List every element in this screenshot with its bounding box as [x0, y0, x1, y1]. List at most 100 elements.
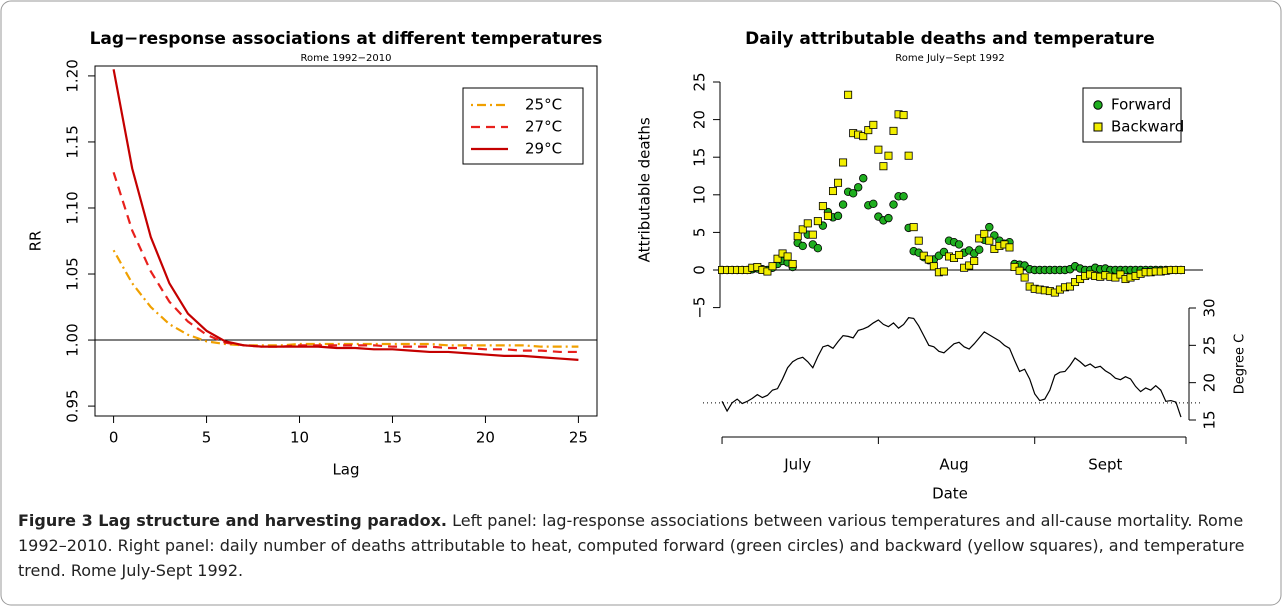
point: [859, 174, 868, 183]
point: [874, 145, 883, 154]
x-tick-label: July: [783, 456, 811, 474]
point: [828, 187, 837, 196]
y-tick-label: 1.00: [64, 323, 82, 356]
point: [955, 250, 964, 259]
legend-swatch: [1093, 122, 1103, 132]
y-tick-label: 0.95: [64, 389, 82, 422]
point: [929, 262, 938, 271]
y-tick-label: 15: [691, 148, 709, 167]
point: [1020, 273, 1029, 282]
point: [854, 183, 863, 192]
x-tick-label: Aug: [939, 456, 968, 474]
point: [1015, 266, 1024, 275]
point: [899, 111, 908, 120]
point: [844, 90, 853, 99]
point: [818, 202, 827, 211]
y-tick-label: −5: [691, 297, 709, 319]
point: [1005, 243, 1014, 252]
point: [1176, 265, 1185, 274]
y-axis-label: RR: [27, 231, 45, 252]
legend-label: 29°C: [525, 140, 562, 158]
point: [1116, 270, 1125, 279]
x-axis-label: Lag: [332, 461, 359, 479]
x-tick-label: 15: [383, 429, 402, 447]
legend-label: 27°C: [525, 118, 562, 136]
x-tick-label: 10: [290, 429, 309, 447]
legend-label: 25°C: [525, 96, 562, 114]
series-line: [112, 249, 579, 348]
point: [980, 229, 989, 238]
x-tick-label: 5: [202, 429, 212, 447]
point: [899, 192, 908, 201]
point: [793, 232, 802, 241]
y2-tick-label: 30: [1201, 298, 1219, 317]
legend-label: Backward: [1111, 118, 1184, 136]
chart-subtitle: Rome July−Sept 1992: [895, 53, 1004, 64]
caption-label: Figure 3 Lag structure and harvesting pa…: [18, 511, 447, 530]
point: [783, 252, 792, 261]
y-tick-label: 1.10: [64, 191, 82, 224]
x-tick-label: 0: [109, 429, 119, 447]
point: [879, 162, 888, 171]
y-tick-label: 20: [691, 110, 709, 129]
point: [869, 120, 878, 129]
y2-axis-label: Degree C: [1233, 334, 1248, 395]
point: [939, 267, 948, 276]
point: [965, 261, 974, 270]
point: [803, 219, 812, 228]
point: [904, 151, 913, 160]
point: [985, 222, 994, 232]
point: [924, 255, 933, 264]
y-tick-label: 1.15: [64, 125, 82, 158]
caption: Figure 3 Lag structure and harvesting pa…: [18, 508, 1266, 583]
legend-swatch: [1093, 100, 1103, 110]
point: [788, 259, 797, 268]
point: [914, 236, 923, 245]
point: [1066, 282, 1075, 291]
point: [798, 241, 807, 251]
point: [773, 254, 782, 263]
y2-tick-label: 20: [1201, 373, 1219, 392]
x-axis-label: Date: [932, 485, 968, 503]
point: [833, 211, 843, 221]
point: [823, 211, 832, 220]
point: [985, 236, 994, 245]
x-tick-label: 25: [569, 429, 588, 447]
point: [834, 178, 843, 187]
series-line: [112, 171, 579, 354]
point: [869, 199, 878, 209]
y-tick-label: 25: [691, 72, 709, 91]
chart-title: Lag−response associations at different t…: [90, 29, 603, 49]
y-axis-label: Attributable deaths: [636, 117, 654, 262]
plot-frame: [94, 65, 598, 417]
legend-label: Forward: [1111, 96, 1171, 114]
point: [813, 243, 823, 253]
point: [859, 132, 868, 141]
point: [808, 230, 817, 239]
point: [889, 126, 898, 135]
point: [839, 158, 848, 167]
series-line: [112, 69, 579, 361]
point: [975, 245, 984, 254]
point: [970, 256, 979, 265]
point: [768, 262, 777, 271]
y-tick-label: 10: [691, 185, 709, 204]
point: [864, 126, 873, 135]
temperature-line: [721, 317, 1182, 418]
y-tick-label: 1.20: [64, 59, 82, 92]
chart-title: Daily attributable deaths and temperatur…: [745, 29, 1155, 49]
legend-box: [1082, 87, 1182, 143]
y-tick-label: 5: [691, 228, 709, 238]
point: [848, 189, 858, 198]
x-tick-label: 20: [476, 429, 495, 447]
point: [838, 200, 848, 209]
point: [813, 217, 822, 226]
point: [954, 240, 964, 249]
point: [884, 213, 893, 223]
point: [889, 200, 898, 209]
y-tick-label: 0: [691, 265, 709, 275]
point: [909, 223, 918, 232]
y2-tick-label: 25: [1201, 336, 1219, 355]
